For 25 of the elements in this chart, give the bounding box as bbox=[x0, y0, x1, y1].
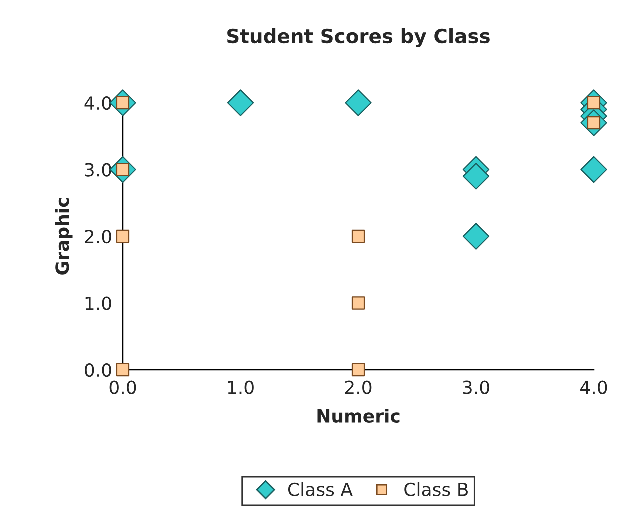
x-axis-title: Numeric bbox=[318, 409, 400, 423]
point bbox=[352, 296, 366, 310]
y-tick-label: 1.0 bbox=[86, 296, 112, 310]
point bbox=[580, 156, 608, 184]
y-tick-label: 4.0 bbox=[84, 96, 112, 110]
x-tick-label: 0.0 bbox=[110, 380, 136, 394]
point bbox=[462, 163, 490, 190]
x-tick-label: 1.0 bbox=[228, 380, 254, 394]
point bbox=[462, 223, 490, 250]
y-tick-label: 3.0 bbox=[85, 163, 112, 177]
x-tick-label: 2.0 bbox=[345, 380, 372, 394]
legend-label: Class B bbox=[404, 482, 468, 496]
point bbox=[116, 363, 130, 377]
y-axis-title: Graphic bbox=[55, 198, 73, 275]
point bbox=[352, 363, 366, 377]
point bbox=[227, 90, 254, 116]
x-tick-label: 3.0 bbox=[463, 380, 490, 394]
chart-title: Student Scores by Class bbox=[228, 28, 490, 48]
point bbox=[345, 90, 372, 116]
legend-label: Class A bbox=[288, 482, 353, 496]
x-tick-label: 4.0 bbox=[580, 380, 608, 394]
point bbox=[116, 230, 130, 244]
y-tick-label: 0.0 bbox=[85, 363, 112, 378]
point bbox=[352, 230, 366, 244]
y-tick-label: 2.0 bbox=[85, 230, 112, 244]
